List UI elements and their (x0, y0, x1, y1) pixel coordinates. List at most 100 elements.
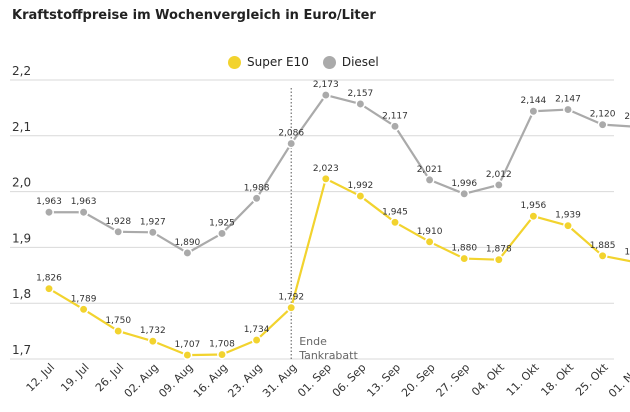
data-label: 1,878 (486, 245, 512, 255)
data-label: 1,890 (175, 238, 201, 248)
y-tick-label: 2,1 (12, 120, 31, 134)
data-label: 2,144 (521, 96, 547, 106)
data-point (597, 250, 608, 261)
x-tick-label: 01. Nov (606, 361, 630, 401)
x-tick-label: 04. Okt (469, 360, 507, 398)
annotation-label: Ende (299, 335, 327, 348)
data-label: 1,826 (36, 274, 62, 284)
data-point (355, 191, 366, 202)
x-tick-label: 31. Aug (260, 361, 299, 400)
data-label: 1,792 (278, 293, 304, 303)
data-point (597, 119, 608, 130)
data-point (113, 326, 124, 337)
x-tick-label: 18. Okt (538, 360, 576, 398)
data-label: 1,873 (624, 247, 630, 257)
data-point (182, 350, 193, 361)
data-label: 2,086 (278, 129, 304, 139)
data-label: 2,012 (486, 170, 512, 180)
data-point (113, 226, 124, 237)
data-point (251, 335, 262, 345)
data-label: 2,021 (417, 165, 443, 175)
data-point (286, 138, 297, 149)
legend-label-diesel: Diesel (341, 55, 379, 69)
data-label: 2,157 (348, 89, 374, 99)
data-point (286, 302, 297, 313)
data-point (390, 217, 400, 228)
data-point (147, 336, 158, 347)
x-tick-label: 23. Aug (225, 361, 264, 400)
data-label: 1,927 (140, 217, 166, 227)
data-point (424, 174, 435, 185)
data-label: 1,963 (36, 197, 62, 207)
data-point (78, 207, 89, 218)
x-tick-label: 16. Aug (191, 361, 230, 400)
data-label: 1,885 (590, 241, 616, 251)
x-tick-label: 12. Jul (24, 361, 57, 394)
data-label: 1,789 (71, 294, 97, 304)
data-point (459, 253, 470, 264)
data-point (217, 228, 227, 239)
annotation-label: Tankrabatt (298, 349, 358, 362)
data-label: 2,173 (313, 80, 339, 90)
data-point (182, 248, 193, 258)
y-tick-label: 1,7 (12, 343, 31, 357)
data-point (320, 173, 331, 184)
data-label: 1,956 (521, 201, 547, 211)
data-point (528, 106, 539, 117)
data-point (217, 349, 227, 360)
legend-label-super-e10: Super E10 (247, 55, 309, 69)
y-tick-label: 1,8 (12, 287, 31, 301)
data-label: 1,750 (105, 316, 131, 326)
data-point (320, 90, 331, 101)
data-label: 1,928 (105, 217, 131, 227)
data-point (424, 236, 435, 247)
data-label: 1,988 (244, 183, 270, 193)
data-label: 1,708 (209, 340, 235, 350)
x-tick-label: 25. Okt (573, 360, 611, 398)
data-point (355, 99, 366, 109)
x-tick-label: 27. Sep (434, 361, 473, 400)
x-tick-label: 11. Okt (504, 360, 542, 398)
data-label: 1,732 (140, 326, 166, 336)
data-point (528, 211, 539, 222)
data-label: 1,963 (71, 197, 97, 207)
x-tick-label: 19. Jul (58, 361, 91, 394)
data-label: 1,910 (417, 227, 443, 237)
data-label: 1,939 (555, 211, 581, 221)
data-label: 2,147 (555, 95, 581, 105)
legend-marker-diesel (322, 55, 336, 69)
data-label: 2,023 (313, 164, 339, 174)
data-label: 1,925 (209, 218, 235, 228)
x-tick-label: 09. Aug (156, 361, 195, 400)
data-point (390, 121, 400, 132)
data-point (493, 179, 504, 190)
chart-title: Kraftstoffpreise im Wochenvergleich in E… (12, 8, 376, 23)
data-point (147, 227, 158, 238)
x-tick-label: 01. Sep (295, 361, 334, 400)
data-label: 1,992 (348, 181, 374, 191)
data-point (563, 220, 573, 231)
x-tick-label: 20. Sep (399, 361, 438, 400)
x-tick-label: 13. Sep (364, 361, 403, 400)
data-label: 2,120 (590, 110, 616, 120)
data-point (44, 283, 54, 294)
data-point (563, 104, 573, 115)
legend-item-super-e10: Super E10 (228, 55, 309, 69)
data-label: 1,734 (244, 325, 270, 335)
data-point (251, 193, 262, 204)
x-tick-label: 26. Jul (93, 361, 126, 394)
y-tick-label: 1,9 (12, 231, 31, 245)
data-point (493, 254, 504, 265)
data-label: 1,945 (382, 207, 408, 217)
data-label: 2,116 (624, 112, 630, 122)
chart-legend: Super E10 Diesel (228, 55, 393, 69)
legend-marker-super-e10 (228, 55, 241, 69)
data-point (78, 304, 89, 315)
data-point (44, 207, 54, 218)
data-label: 2,117 (382, 111, 408, 121)
series-line-diesel (49, 93, 630, 255)
data-label: 1,996 (451, 179, 477, 189)
data-label: 1,880 (451, 244, 477, 254)
